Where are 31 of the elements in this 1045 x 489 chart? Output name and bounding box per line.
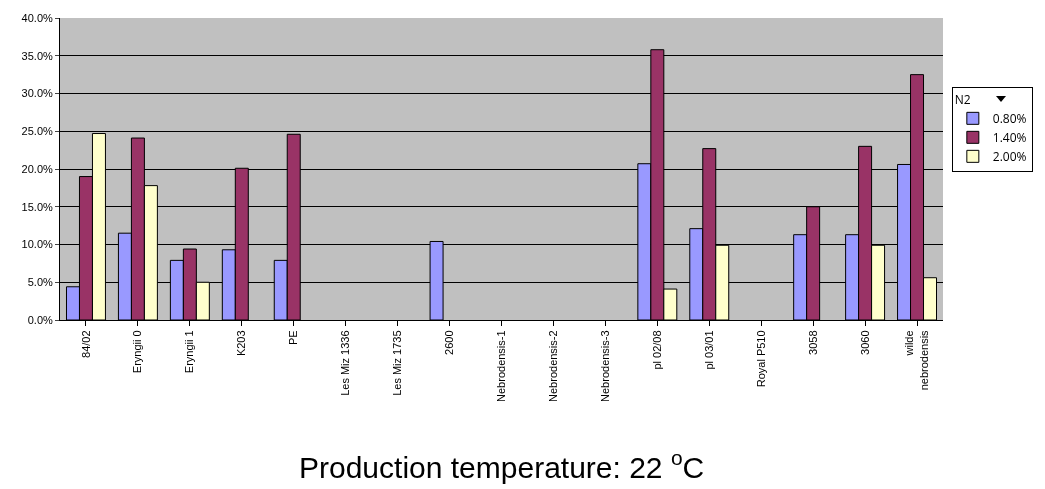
x-tick-label: Nebrodensis-3 (598, 330, 611, 402)
y-tick-label: 0.0% (27, 313, 54, 326)
x-tick-label: pl 03/01 (702, 330, 715, 370)
x-tick-label: wilde nebrodensis (903, 329, 930, 391)
x-tick-label: Eryngii 0 (131, 330, 144, 374)
x-tick-label: Nebrodensis-1 (495, 330, 508, 402)
y-tick-label: 30.0% (21, 87, 54, 100)
x-tick-label: 2600 (443, 330, 456, 355)
y-tick-label: 5.0% (27, 276, 54, 289)
y-tick-label: 10.0% (21, 238, 54, 251)
x-tick-label: Royal P510 (754, 330, 767, 388)
y-tick-label: 20.0% (21, 162, 54, 175)
x-tick-label: 3058 (806, 330, 819, 355)
legend-label: 1.40% (992, 129, 1027, 147)
x-tick-label: Eryngii 1 (183, 330, 196, 374)
x-tick-label: 3060 (858, 330, 871, 355)
x-tick-label: PE (287, 330, 300, 346)
y-tick-label: 35.0% (21, 49, 54, 62)
x-tick-label: Les Miz 1735 (391, 330, 404, 396)
x-axis-title: Production temperature: 22 $^{o}$C (299, 446, 705, 484)
legend-label: 0.80% (992, 110, 1027, 128)
y-tick-label: 15.0% (21, 200, 54, 213)
x-tick-label: Nebrodensis-2 (547, 330, 560, 402)
x-tick-label: Les Miz 1336 (339, 330, 352, 396)
x-tick-label: K203 (235, 330, 248, 357)
legend-label: 2.00% (992, 148, 1027, 166)
x-tick-label: 84/02 (79, 330, 92, 358)
y-tick-label: 40.0% (21, 11, 54, 24)
y-tick-label: 25.0% (21, 125, 54, 138)
x-tick-label: pl 02/08 (650, 330, 663, 370)
legend-title: N2 (954, 90, 971, 108)
